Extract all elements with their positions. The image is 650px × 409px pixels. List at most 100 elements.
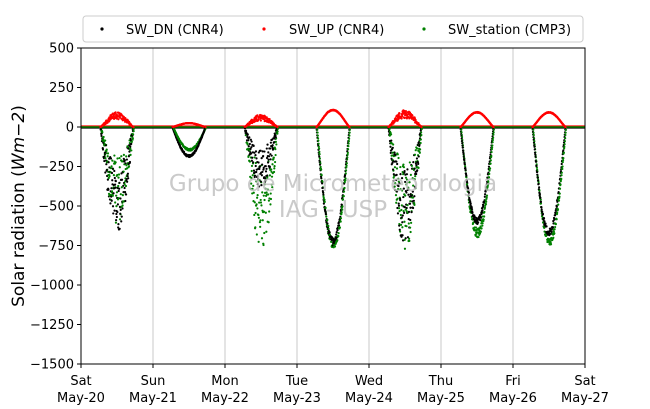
point-sw-dn (541, 212, 545, 216)
point-sw-station (250, 164, 254, 168)
point-sw-dn (260, 157, 263, 160)
point-sw-station (328, 233, 331, 236)
point-sw-dn (533, 148, 536, 151)
point-sw-dn (320, 177, 323, 180)
point-sw-station (564, 133, 567, 137)
point-sw-station (464, 165, 467, 168)
point-sw-dn (260, 174, 263, 177)
point-sw-dn (250, 152, 253, 155)
point-sw-dn (123, 159, 126, 162)
point-sw-dn (540, 206, 543, 209)
point-sw-dn (118, 181, 121, 184)
point-sw-dn (124, 162, 127, 165)
x-tick-label-date: May-24 (345, 391, 393, 406)
point-sw-station (246, 143, 249, 146)
point-sw-dn (407, 210, 411, 213)
point-sw-dn (391, 146, 394, 149)
x-tick-label-day: Thu (428, 374, 453, 389)
point-sw-station (484, 204, 487, 207)
point-sw-dn (401, 214, 404, 217)
point-sw-station (556, 211, 559, 214)
point-sw-dn (104, 171, 107, 174)
point-sw-station (117, 184, 120, 188)
point-sw-dn (256, 175, 259, 178)
point-sw-station (552, 236, 555, 239)
point-sw-station (411, 177, 414, 180)
point-sw-station (261, 219, 264, 222)
point-sw-station (403, 238, 406, 242)
point-sw-dn (415, 157, 419, 160)
point-sw-dn (392, 179, 395, 182)
point-sw-station (413, 178, 416, 181)
point-sw-station (417, 166, 420, 169)
point-sw-station (409, 173, 412, 176)
point-sw-station (251, 174, 254, 177)
point-sw-station (317, 145, 320, 148)
point-sw-station (114, 161, 117, 164)
point-sw-station (343, 186, 346, 190)
point-sw-dn (464, 166, 467, 170)
point-sw-station (413, 203, 416, 206)
point-sw-station (341, 208, 344, 211)
point-sw-dn (395, 190, 399, 193)
point-sw-dn (410, 211, 413, 214)
point-sw-station (492, 133, 495, 136)
point-sw-dn (110, 171, 114, 175)
point-sw-station (348, 128, 352, 131)
point-sw-dn (267, 151, 270, 154)
point-sw-station (270, 183, 273, 186)
point-sw-dn (394, 188, 397, 191)
point-sw-station (561, 158, 565, 162)
point-sw-station (399, 165, 402, 169)
point-sw-station (394, 194, 398, 197)
point-sw-dn (416, 169, 419, 172)
point-sw-station (559, 183, 562, 186)
point-sw-dn (260, 184, 263, 187)
point-sw-dn (109, 157, 113, 160)
point-sw-station (253, 213, 256, 217)
point-sw-station (406, 181, 409, 184)
point-sw-dn (318, 155, 321, 158)
point-sw-station (253, 156, 256, 159)
point-sw-station (265, 230, 268, 233)
point-sw-station (254, 226, 257, 229)
point-sw-station (316, 137, 320, 140)
point-sw-dn (483, 193, 487, 196)
point-sw-dn (551, 226, 555, 229)
point-sw-station (249, 187, 252, 190)
point-sw-dn (413, 167, 416, 170)
y-tick-label: −750 (38, 239, 74, 254)
point-sw-station (553, 228, 556, 231)
point-sw-dn (397, 204, 401, 207)
x-tick-label-date: May-25 (417, 391, 465, 406)
point-sw-station (389, 133, 393, 136)
point-sw-station (323, 198, 326, 201)
point-sw-station (398, 230, 402, 233)
point-sw-station (267, 193, 270, 196)
point-sw-dn (113, 169, 116, 173)
point-sw-station (408, 181, 411, 184)
point-sw-dn (397, 202, 400, 205)
point-sw-station (407, 222, 410, 225)
point-sw-dn (326, 222, 329, 225)
point-sw-dn (461, 146, 464, 149)
point-sw-dn (484, 190, 487, 193)
point-sw-station (563, 143, 566, 146)
point-sw-station (409, 200, 412, 203)
point-sw-dn (407, 193, 410, 196)
point-sw-station (398, 222, 401, 226)
y-tick-label: −500 (38, 200, 74, 215)
point-sw-dn (247, 145, 250, 148)
point-sw-station (533, 139, 536, 143)
point-sw-station (319, 165, 322, 169)
point-sw-up (118, 116, 122, 119)
point-sw-station (420, 131, 423, 134)
point-sw-station (131, 137, 134, 140)
point-sw-dn (257, 161, 260, 164)
point-sw-station (388, 127, 391, 130)
point-sw-station (560, 171, 563, 174)
point-sw-dn (124, 199, 127, 203)
point-sw-station (253, 201, 256, 204)
point-sw-dn (398, 182, 401, 185)
point-sw-station (404, 194, 407, 197)
